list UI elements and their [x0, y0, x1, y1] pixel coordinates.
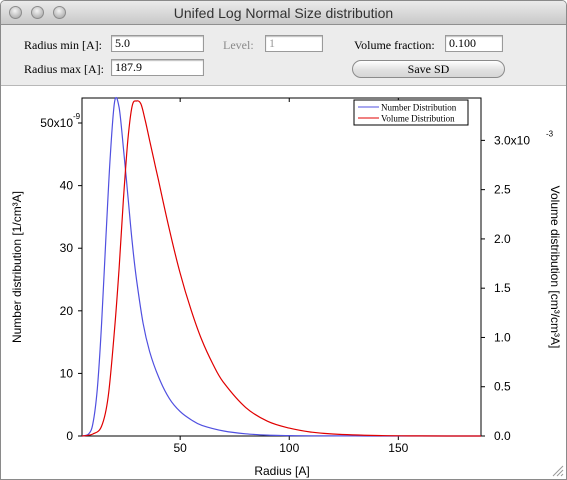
y-right-tick-label: 2.5: [494, 183, 511, 197]
volume-fraction-label: Volume fraction:: [354, 38, 435, 52]
radius-max-label: Radius max [A]:: [24, 62, 104, 76]
x-tick-label: 100: [279, 441, 299, 455]
y-left-tick-label: 20: [60, 304, 74, 318]
controls-panel: Radius min [A]: Level: Volume fraction: …: [1, 25, 566, 86]
plot-frame: [81, 97, 482, 437]
y-right-tick-label: 0.5: [494, 380, 511, 394]
legend-label-number: Number Distribution: [381, 103, 457, 113]
y-right-exponent: -3: [546, 129, 554, 138]
series-line-number: [81, 97, 481, 437]
resize-grip-icon[interactable]: [552, 465, 564, 477]
y-left-tick-label: 50x10: [40, 116, 73, 130]
volume-fraction-input[interactable]: [445, 35, 503, 52]
y-right-tick-label: 1.0: [494, 330, 511, 344]
series-line-volume: [81, 100, 482, 437]
x-tick-label: 150: [388, 441, 408, 455]
x-tick-label: 50: [173, 441, 187, 455]
radius-max-input[interactable]: [111, 59, 204, 76]
level-label: Level:: [223, 38, 254, 52]
y-right-tick-label: 1.5: [494, 281, 511, 295]
level-input[interactable]: [265, 35, 323, 52]
y-right-tick-label: 0.0: [494, 429, 511, 443]
y-axis-left-label: Number distribution [1/cm³A]: [10, 191, 24, 343]
legend-box: [353, 99, 469, 126]
x-axis-label: Radius [A]: [254, 464, 309, 478]
title-bar[interactable]: Unifed Log Normal Size distribution: [1, 1, 566, 25]
y-left-tick-label: 0: [66, 429, 73, 443]
zoom-button[interactable]: [53, 6, 66, 19]
y-left-tick-label: 40: [60, 179, 74, 193]
radius-min-input[interactable]: [111, 35, 204, 52]
save-sd-button[interactable]: Save SD: [352, 60, 505, 78]
minimize-button[interactable]: [31, 6, 44, 19]
y-left-exponent: -9: [73, 112, 81, 121]
y-right-tick-label: 3.0x10: [494, 133, 530, 147]
y-right-tick-label: 2.0: [494, 232, 511, 246]
legend-label-volume: Volume Distribution: [381, 114, 455, 124]
y-axis-right-label: Volume distribution [cm³/cm³A]: [548, 186, 562, 349]
close-button[interactable]: [9, 6, 22, 19]
legend: Number Distribution Volume Distribution: [353, 99, 469, 126]
y-left-tick-label: 30: [60, 241, 74, 255]
size-distribution-chart: 50 100 150 0 10 20 30 40 50x10 -9 0.0 0.5 1.0 1.5 2.0 2…: [10, 97, 564, 478]
plot-area: 50 100 150 0 10 20 30 40 50x10 -9 0.0 0.5 1.0 1.5 2.0 2…: [1, 86, 566, 479]
y-left-tick-label: 10: [60, 366, 74, 380]
radius-min-label: Radius min [A]:: [24, 38, 102, 52]
window-title: Unifed Log Normal Size distribution: [173, 5, 394, 21]
